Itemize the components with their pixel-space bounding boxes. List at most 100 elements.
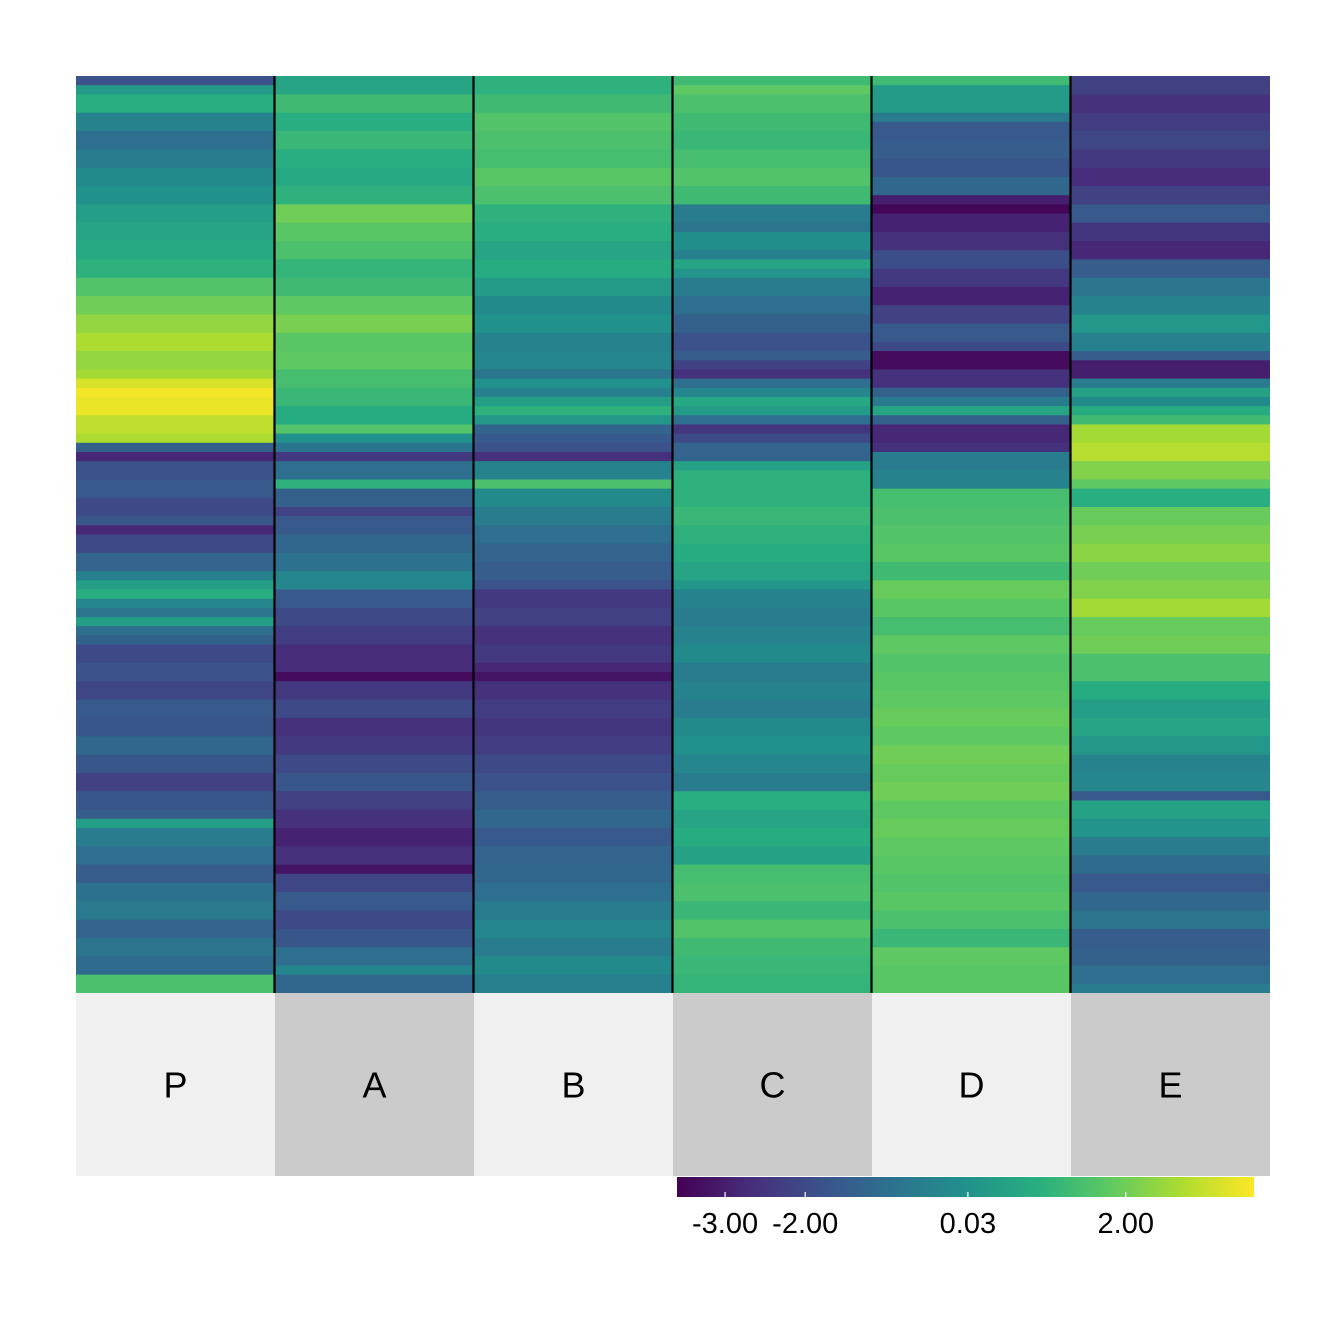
heatmap-cell (275, 415, 474, 426)
heatmap-cell (76, 983, 275, 994)
heatmap-cell (872, 195, 1071, 205)
heatmap-cell (76, 543, 275, 554)
heatmap-cell (673, 901, 872, 912)
heatmap-cell (673, 818, 872, 829)
heatmap-cell (872, 433, 1071, 444)
heatmap-cell (76, 782, 275, 792)
heatmap-cell (1071, 699, 1270, 710)
heatmap-cell (872, 213, 1071, 224)
heatmap-cell (673, 626, 872, 636)
heatmap-cell (76, 195, 275, 205)
heatmap-cell (872, 222, 1071, 233)
heatmap-cell (76, 497, 275, 508)
heatmap-cell (76, 626, 275, 636)
heatmap-cell (76, 406, 275, 416)
heatmap-cell (673, 983, 872, 994)
heatmap-cell (275, 516, 474, 526)
heatmap-cell (872, 589, 1071, 600)
heatmap-cell (76, 910, 275, 921)
heatmap-cell (76, 479, 275, 490)
column-label: C (760, 1065, 786, 1106)
heatmap-cell (275, 323, 474, 334)
heatmap-cell (76, 772, 275, 783)
heatmap-cell (1071, 873, 1270, 884)
heatmap-cell (76, 617, 275, 627)
heatmap-cell (673, 406, 872, 416)
heatmap-cell (673, 76, 872, 86)
heatmap-cell (76, 314, 275, 325)
heatmap-cell (872, 241, 1071, 251)
heatmap-cell (76, 186, 275, 196)
heatmap-cell (673, 387, 872, 398)
heatmap-cell (872, 488, 1071, 499)
heatmap-cell (1071, 332, 1270, 343)
heatmap-cell (872, 818, 1071, 829)
heatmap-cell (872, 791, 1071, 802)
heatmap-cell (474, 837, 673, 847)
heatmap-cell (673, 827, 872, 838)
heatmap-cell (1071, 497, 1270, 508)
heatmap-cell (474, 121, 673, 132)
heatmap-cell (275, 818, 474, 829)
heatmap-cell (275, 956, 474, 967)
heatmap-cell (275, 571, 474, 581)
heatmap-cell (275, 268, 474, 279)
heatmap-cell (872, 947, 1071, 957)
heatmap-cell (872, 580, 1071, 591)
heatmap-cell (275, 250, 474, 260)
heatmap-cell (1071, 763, 1270, 774)
heatmap-cell (76, 131, 275, 141)
heatmap-cell (76, 167, 275, 178)
heatmap-cell (275, 662, 474, 673)
heatmap-cell (673, 562, 872, 572)
heatmap-cell (673, 296, 872, 306)
heatmap-cell (673, 351, 872, 361)
heatmap-cell (872, 360, 1071, 371)
heatmap-cell (872, 699, 1071, 710)
heatmap-cell (474, 268, 673, 279)
heatmap-cell (76, 607, 275, 618)
heatmap-cell (872, 341, 1071, 352)
color-legend-tick-label: 0.03 (940, 1208, 996, 1240)
heatmap-cell (673, 965, 872, 976)
heatmap-cell (275, 305, 474, 316)
heatmap-cell (76, 525, 275, 536)
heatmap-cell (673, 488, 872, 499)
heatmap-cell (872, 470, 1071, 481)
heatmap-cell (76, 662, 275, 673)
heatmap-cell (872, 956, 1071, 967)
heatmap-cell (474, 947, 673, 957)
heatmap-cell (1071, 158, 1270, 169)
heatmap-cell (1071, 626, 1270, 636)
heatmap-cell (76, 864, 275, 875)
heatmap-cell (275, 176, 474, 187)
heatmap-cell (1071, 387, 1270, 398)
heatmap-cell (474, 186, 673, 196)
heatmap-cell (1071, 506, 1270, 517)
column-annotation-cell (474, 993, 673, 1176)
heatmap-cell (76, 121, 275, 132)
heatmap-cell (673, 928, 872, 939)
heatmap-cell (76, 140, 275, 150)
heatmap-cell (275, 919, 474, 930)
heatmap-cell (474, 644, 673, 655)
heatmap-cell (275, 873, 474, 884)
heatmap-cell (76, 827, 275, 838)
heatmap-cell (1071, 809, 1270, 820)
heatmap-cell (1071, 947, 1270, 957)
heatmap-cell (1071, 231, 1270, 242)
heatmap-cell (1071, 424, 1270, 435)
heatmap-cell (872, 635, 1071, 646)
heatmap-cell (76, 488, 275, 499)
heatmap-cell (1071, 516, 1270, 526)
heatmap-cell (275, 222, 474, 233)
heatmap-cell (275, 103, 474, 114)
heatmap-cell (1071, 85, 1270, 95)
color-legend-tick-label: 2.00 (1098, 1208, 1154, 1240)
heatmap-cell (872, 653, 1071, 664)
heatmap-cell (1071, 644, 1270, 655)
heatmap-cell (673, 525, 872, 536)
heatmap-cell (1071, 479, 1270, 490)
heatmap-cell (673, 589, 872, 600)
heatmap-cell (1071, 250, 1270, 260)
